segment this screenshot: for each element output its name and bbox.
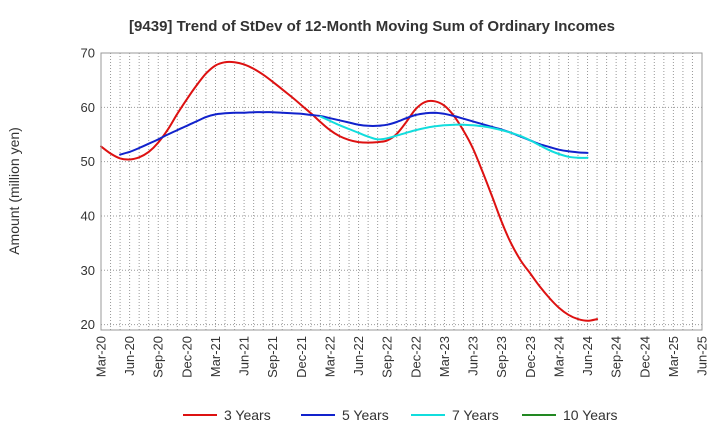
x-tick-label: Dec-21 [294, 336, 309, 378]
y-tick-label: 70 [81, 46, 95, 61]
x-tick-label: Mar-22 [322, 336, 337, 377]
x-tick-label: Sep-21 [265, 336, 280, 378]
x-tick-label: Mar-20 [94, 336, 109, 377]
x-tick-label: Jun-25 [695, 336, 710, 376]
legend-label: 7 Years [452, 407, 499, 423]
y-tick-label: 30 [81, 263, 95, 278]
plot-frame [100, 52, 703, 331]
x-tick-label: Mar-21 [208, 336, 223, 377]
x-tick-label: Dec-22 [408, 336, 423, 378]
y-tick-label: 20 [81, 317, 95, 332]
series-line-7-years [319, 115, 589, 159]
y-axis-label: Amount (million yen) [6, 127, 22, 255]
x-tick-label: Sep-23 [494, 336, 509, 378]
x-tick-label: Jun-22 [351, 336, 366, 376]
series-lines [100, 60, 599, 322]
x-tick-label: Sep-20 [151, 336, 166, 378]
x-tick-label: Sep-24 [609, 336, 624, 378]
x-tick-label: Jun-24 [580, 336, 595, 376]
x-axis-ticks: Mar-20 Jun-20 Sep-20 Dec-20 Mar-21 Jun-21 Sep-… [94, 336, 710, 378]
legend-label: 3 Years [224, 407, 271, 423]
legend-label: 10 Years [563, 407, 618, 423]
grid-lines [101, 53, 702, 330]
x-tick-label: Dec-23 [523, 336, 538, 378]
x-tick-label: Jun-23 [466, 336, 481, 376]
y-tick-label: 40 [81, 208, 95, 223]
legend: 3 Years 5 Years 7 Years 10 Years [183, 407, 618, 423]
x-tick-label: Mar-25 [666, 336, 681, 377]
chart-title: [9439] Trend of StDev of 12-Month Moving… [129, 18, 615, 35]
x-tick-label: Mar-23 [437, 336, 452, 377]
legend-label: 5 Years [342, 407, 389, 423]
y-tick-label: 60 [81, 100, 95, 115]
y-axis-ticks: 20 30 40 50 60 70 [81, 46, 95, 333]
plot-area [101, 53, 702, 330]
x-tick-label: Dec-24 [637, 336, 652, 378]
x-tick-label: Dec-20 [179, 336, 194, 378]
series-line-3-years [100, 60, 599, 322]
x-tick-label: Mar-24 [551, 336, 566, 377]
y-tick-label: 50 [81, 154, 95, 169]
x-tick-label: Sep-22 [380, 336, 395, 378]
x-tick-label: Jun-20 [122, 336, 137, 376]
x-tick-label: Jun-21 [237, 336, 252, 376]
